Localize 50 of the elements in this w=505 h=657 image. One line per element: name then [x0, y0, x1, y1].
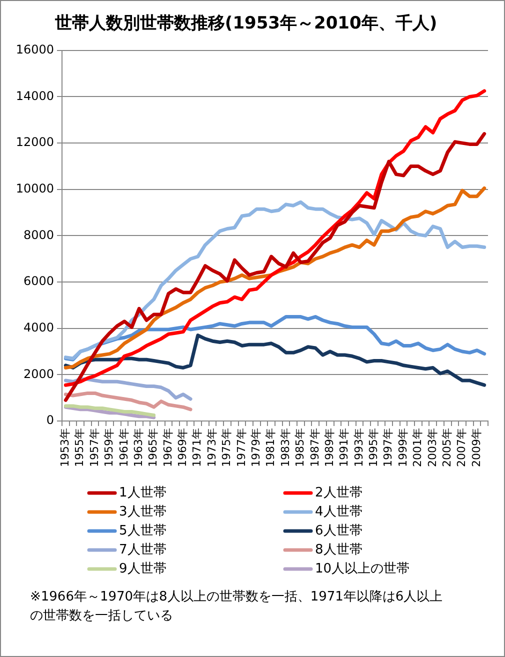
- x-tick-label: 1985年: [294, 428, 307, 467]
- y-tick-label: 4000: [23, 320, 54, 334]
- x-tick-label: 1999年: [396, 428, 410, 467]
- y-tick-label: 10000: [16, 182, 54, 196]
- x-tick-label: 1991年: [338, 428, 351, 467]
- x-tick-label: 1981年: [264, 428, 278, 467]
- x-tick-label: 1961年: [117, 428, 130, 467]
- x-tick-label: 2009年: [470, 428, 483, 467]
- y-tick-label: 14000: [16, 88, 54, 103]
- x-tick-label: 1997年: [382, 428, 395, 467]
- y-tick-label: 12000: [16, 135, 54, 150]
- x-tick-label: 2007年: [455, 428, 468, 467]
- x-tick-label: 2003年: [426, 428, 439, 467]
- x-tick-label: 1957年: [88, 428, 101, 467]
- y-tick-label: 8000: [23, 228, 54, 242]
- x-tick-label: 2001年: [411, 428, 424, 467]
- x-tick-label: 1983年: [278, 428, 292, 467]
- x-tick-label: 1979年: [249, 428, 262, 467]
- x-tick-label: 1963年: [132, 428, 145, 467]
- x-tick-label: 1953年: [58, 428, 72, 467]
- x-tick-label: 1993年: [352, 428, 366, 467]
- x-tick-label: 1977年: [234, 428, 248, 467]
- legend-label: 2人世帯: [315, 485, 362, 500]
- y-tick-label: 6000: [23, 274, 54, 288]
- x-tick-label: 1975年: [220, 428, 234, 467]
- x-tick-label: 1965年: [146, 428, 160, 467]
- y-tick-label: 16000: [16, 42, 54, 57]
- legend-label: 1人世帯: [119, 485, 166, 500]
- legend-label: 8人世帯: [315, 542, 362, 558]
- x-tick-label: 1989年: [322, 428, 336, 467]
- x-tick-label: 2005年: [440, 428, 454, 467]
- y-tick-label: 0: [46, 413, 54, 428]
- x-tick-label: 1995年: [367, 428, 380, 467]
- y-tick-label: 2000: [23, 366, 54, 381]
- chart-title: 世帯人数別世帯数推移(1953年～2010年、千人): [54, 14, 438, 34]
- x-tick-label: 1967年: [161, 428, 174, 467]
- x-tick-label: 1971年: [190, 428, 204, 467]
- legend-label: 9人世帯: [119, 561, 166, 576]
- x-tick-label: 1969年: [176, 428, 190, 467]
- legend-label: 5人世帯: [119, 523, 166, 538]
- legend-label: 3人世帯: [119, 504, 166, 520]
- x-tick-label: 1959年: [102, 428, 116, 467]
- x-tick-label: 1973年: [205, 428, 218, 467]
- text: ※1966年～1970年は8人以上の世帯数を一括、1971年以降は6人以上の世帯数を一括している: [30, 589, 443, 624]
- legend-label: 7人世帯: [119, 542, 166, 558]
- legend-label: 6人世帯: [315, 523, 362, 538]
- legend-label: 4人世帯: [315, 504, 362, 520]
- x-tick-label: 1987年: [308, 428, 322, 467]
- x-tick-label: 1955年: [73, 428, 86, 467]
- legend-label: 10人以上の世帯: [315, 561, 410, 576]
